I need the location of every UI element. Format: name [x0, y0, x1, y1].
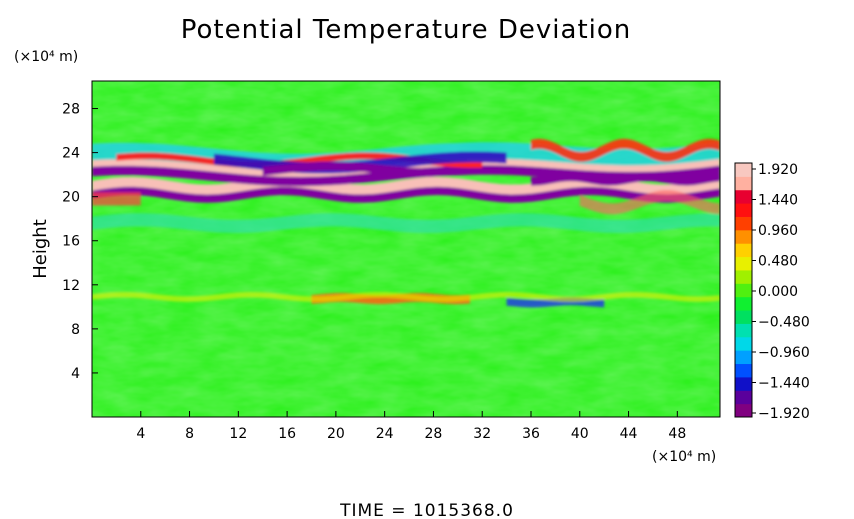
colorbar-swatch [735, 390, 752, 405]
x-tick-label: 48 [668, 426, 686, 442]
colorbar-swatch [735, 336, 752, 351]
x-tick-label: 8 [185, 426, 194, 442]
chart-title: Potential Temperature Deviation [181, 15, 632, 45]
y-tick-label: 8 [71, 322, 80, 338]
negative-layer-band [530, 172, 720, 186]
negative-layer-band [92, 186, 720, 203]
x-axis-unit: (×10⁴ m) [652, 449, 716, 465]
colorbar-label: 0.960 [758, 223, 798, 239]
y-tick-label: 4 [71, 366, 80, 382]
colorbar-swatch [735, 296, 752, 311]
y-tick-label: 12 [62, 278, 80, 294]
colorbar-swatch [735, 163, 752, 177]
colorbar-swatch [735, 189, 752, 204]
feature-yellow-layer [92, 291, 720, 302]
colorbar-swatch [735, 216, 752, 231]
colorbar-frame [734, 162, 753, 418]
x-tick-label: 44 [620, 426, 638, 442]
positive-layer-band [579, 190, 720, 215]
cyan-region [92, 213, 720, 234]
colorbar-label: 0.000 [758, 284, 798, 300]
x-axis: 4 8 12 16 20 24 28 32 36 40 44 48 [136, 411, 686, 442]
colorbar-label: 0.480 [758, 254, 798, 270]
y-axis-unit: (×10⁴ m) [14, 49, 78, 65]
heatmap-field [92, 81, 720, 417]
time-label: TIME = 1015368.0 [339, 501, 514, 519]
y-axis-label: Height [30, 219, 51, 279]
colorbar-swatch [735, 269, 752, 284]
x-tick-label: 40 [571, 426, 589, 442]
x-tick-label: 28 [425, 426, 443, 442]
colorbar-swatch [735, 323, 752, 338]
colorbar-swatch [735, 403, 752, 418]
colorbar-swatch [735, 376, 752, 391]
x-tick-label: 16 [278, 426, 296, 442]
colorbar-label: −0.480 [758, 315, 810, 331]
colorbar-swatch [735, 229, 752, 244]
plot-frame [91, 80, 721, 418]
x-tick-label: 36 [522, 426, 540, 442]
y-tick-label: 28 [62, 102, 80, 118]
colorbar-swatch [735, 203, 752, 217]
colorbar-swatch [735, 243, 752, 258]
x-tick-label: 20 [327, 426, 345, 442]
y-tick-label: 20 [62, 190, 80, 206]
colorbar-swatch [735, 363, 752, 378]
colorbar-swatch [735, 176, 752, 191]
colorbar-swatch [735, 310, 752, 324]
x-tick-label: 32 [473, 426, 491, 442]
positive-layer-band [116, 152, 483, 169]
colorbar-swatch [735, 283, 752, 298]
positive-layer-band [92, 192, 141, 206]
negative-layer-band [262, 161, 434, 177]
colorbar-label: −1.920 [758, 406, 810, 422]
x-tick-label: 24 [376, 426, 394, 442]
colorbar-swatch [735, 350, 752, 365]
x-tick-label: 4 [136, 426, 145, 442]
colorbar-label: 1.920 [758, 162, 798, 178]
colorbar-label: 1.440 [758, 193, 798, 209]
colorbar-label: −1.440 [758, 376, 810, 392]
colorbar: 1.920 1.440 0.960 0.480 0.000 −0.480 −0.960 −1.… [734, 162, 810, 422]
y-axis: 4 8 12 16 20 24 28 [62, 102, 98, 382]
y-tick-label: 24 [62, 146, 80, 162]
colorbar-label: −0.960 [758, 345, 810, 361]
positive-layer-band [530, 138, 720, 162]
y-tick-label: 16 [62, 234, 80, 250]
colorbar-swatch [735, 256, 752, 271]
x-tick-label: 12 [229, 426, 247, 442]
